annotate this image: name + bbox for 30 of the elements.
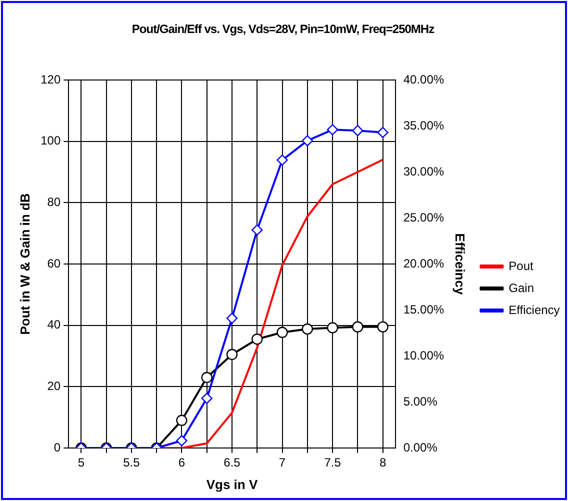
y2-tick-label: 25.00% (403, 210, 444, 224)
chart-title: Pout/Gain/Eff vs. Vgs, Vds=28V, Pin=10mW, Freq=250MHz (130, 22, 436, 36)
y-tick-label: 0 (54, 440, 61, 454)
y2-tick-label: 20.00% (403, 256, 444, 270)
x-tick-label: 8 (379, 456, 386, 470)
legend-label: Efficiency (508, 302, 560, 317)
y2-tick-label: 10.00% (403, 348, 444, 362)
y2-tick-label: 15.00% (403, 302, 444, 316)
legend-label: Gain (508, 280, 534, 295)
legend-label: Pout (508, 258, 534, 273)
y2-tick-label: 0.00% (403, 440, 438, 454)
y-tick-label: 120 (40, 72, 61, 86)
y2-tick-label: 30.00% (403, 164, 444, 178)
y-tick-label: 80 (47, 194, 61, 209)
x-tick-label: 5.5 (123, 456, 140, 470)
y2-tick-label: 40.00% (403, 72, 444, 86)
y2-tick-label: 5.00% (403, 394, 438, 408)
x-tick-label: 6 (178, 456, 186, 470)
y-axis-title: Pout in W & Gain in dB (17, 193, 32, 335)
x-tick-label: 5 (78, 456, 85, 470)
y2-tick-label: 35.00% (403, 118, 444, 132)
y-tick-label: 100 (40, 134, 61, 148)
x-axis-title: Vgs in V (206, 476, 258, 492)
y-tick-label: 60 (47, 256, 61, 270)
y-tick-label: 20 (47, 378, 61, 393)
x-tick-label: 6.5 (224, 456, 241, 470)
y-tick-label: 40 (47, 318, 61, 332)
x-tick-label: 7 (278, 456, 286, 470)
x-tick-label: 7.5 (324, 456, 342, 470)
y2-axis-title: Efficeincy (452, 233, 468, 296)
